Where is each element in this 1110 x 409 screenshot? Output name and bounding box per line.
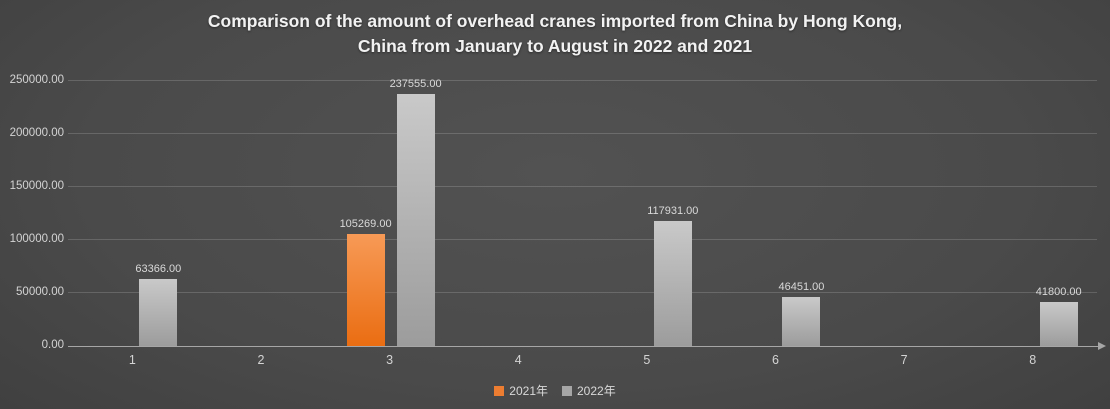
bar-2021年	[346, 234, 385, 346]
gridline	[68, 186, 1097, 187]
bar-data-label: 105269.00	[339, 218, 392, 231]
legend-label-2021: 2021年	[509, 384, 548, 398]
x-axis-category-label: 6	[771, 353, 779, 367]
bar-data-label: 46451.00	[778, 280, 825, 293]
chart-title-line-1: Comparison of the amount of overhead cra…	[207, 11, 903, 31]
x-axis-category-label: 5	[643, 353, 651, 367]
x-axis-category-label: 8	[1029, 353, 1037, 367]
chart-title: Comparison of the amount of overhead cra…	[0, 9, 1110, 59]
chart-title-line-2: China from January to August in 2022 and…	[357, 36, 753, 56]
y-axis-tick-label: 200000.00	[9, 127, 64, 139]
bar-2022年	[139, 278, 178, 346]
legend-swatch-2022	[562, 385, 572, 396]
y-axis-tick-label: 100000.00	[9, 233, 64, 245]
bar-2022年	[653, 221, 692, 346]
y-axis-tick-label: 0.00	[41, 339, 64, 351]
plot-area	[68, 80, 1106, 350]
chart-legend: 2021年 2022年	[0, 382, 1110, 399]
gridline	[68, 133, 1097, 134]
x-axis-category-label: 7	[900, 353, 908, 367]
gridline	[68, 292, 1097, 293]
y-axis-tick-label: 150000.00	[9, 180, 64, 192]
legend-item-2021: 2021年	[494, 382, 548, 399]
x-axis-arrow-icon	[1098, 342, 1106, 350]
gridline	[68, 239, 1097, 240]
gridline	[68, 80, 1097, 81]
bar-2022年	[782, 296, 821, 346]
bar-data-label: 237555.00	[389, 78, 442, 91]
legend-swatch-2021	[494, 385, 505, 396]
x-axis-category-label: 4	[514, 353, 522, 367]
x-axis-category-label: 1	[128, 353, 136, 367]
x-axis-line	[68, 346, 1100, 347]
x-axis-category-label: 2	[257, 353, 265, 367]
bar-2022年	[1039, 301, 1078, 346]
bar-data-label: 117931.00	[647, 205, 699, 217]
bar-data-label: 41800.00	[1035, 285, 1082, 298]
bar-2022年	[396, 94, 435, 346]
y-axis-tick-label: 250000.00	[9, 74, 64, 86]
legend-item-2022: 2022年	[562, 382, 616, 399]
y-axis-tick-label: 50000.00	[16, 286, 64, 298]
x-axis-category-label: 3	[386, 353, 394, 367]
bar-data-label: 63366.00	[135, 262, 182, 275]
legend-label-2022: 2022年	[577, 384, 616, 398]
